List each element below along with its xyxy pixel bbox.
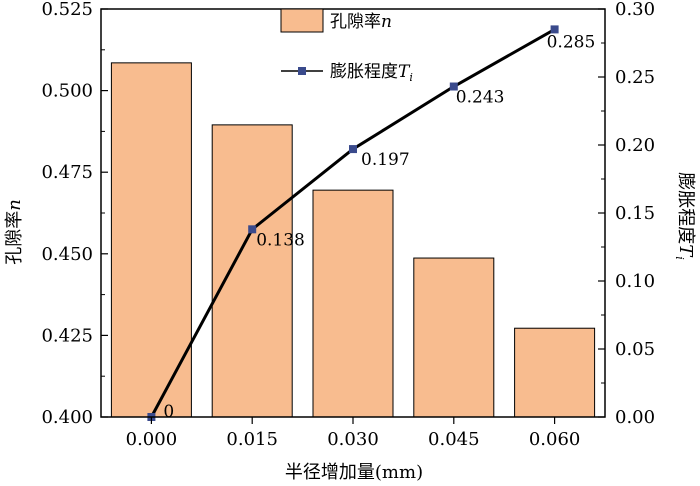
line-data-label-1: 0.138 bbox=[256, 230, 305, 250]
y-axis-right-title-main: 膨胀程度 bbox=[675, 172, 696, 244]
x-tick-label-1: 0.015 bbox=[226, 429, 278, 450]
y-axis-left-title-italic: n bbox=[4, 199, 25, 211]
y-right-tick-label-3: 0.15 bbox=[615, 203, 655, 224]
line-data-label-2: 0.197 bbox=[361, 150, 410, 170]
y-right-tick-label-1: 0.05 bbox=[615, 339, 655, 360]
y-axis-left-title-main: 孔隙率 bbox=[4, 211, 25, 265]
y-left-tick-label-2: 0.450 bbox=[41, 244, 93, 265]
bar-4 bbox=[514, 327, 596, 418]
line-marker-1 bbox=[248, 225, 257, 234]
legend-line-label-sub: i bbox=[409, 71, 413, 84]
line-layer: 0 0.138 0.197 0.243 0.285 bbox=[147, 25, 595, 422]
bar-0 bbox=[110, 62, 192, 418]
y-right-tick-label-5: 0.25 bbox=[615, 67, 655, 88]
legend-bar-label-main: 孔隙率 bbox=[330, 12, 381, 32]
bar-1 bbox=[211, 124, 293, 418]
y-left-tick-label-5: 0.525 bbox=[41, 0, 93, 20]
legend-line-label: 膨胀程度Ti bbox=[330, 62, 413, 84]
y-axis-right-title-italic: T bbox=[675, 244, 696, 258]
line-data-label-0: 0 bbox=[163, 402, 174, 422]
legend-bar-label: 孔隙率n bbox=[330, 12, 392, 32]
line-marker-2 bbox=[349, 145, 357, 154]
line-data-label-4: 0.285 bbox=[547, 32, 596, 52]
line-marker-4 bbox=[550, 25, 559, 34]
x-axis-title: 半径增加量(mm) bbox=[285, 462, 423, 483]
y-axis-left-title: 孔隙率n bbox=[4, 199, 25, 265]
y-axis-right-title: 膨胀程度Ti bbox=[673, 172, 696, 260]
legend-line-marker bbox=[298, 67, 306, 75]
legend-bar-label-italic: n bbox=[381, 12, 392, 32]
x-tick-label-2: 0.030 bbox=[327, 429, 379, 450]
bars-layer bbox=[110, 62, 596, 418]
y-axis-right-title-sub: i bbox=[673, 256, 686, 260]
axes-layer: 0.400 0.425 0.450 0.475 0.500 0.525 0.00 0.05 0.… bbox=[41, 0, 655, 450]
legend: 孔隙率n 膨胀程度Ti bbox=[280, 8, 413, 84]
y-left-tick-label-4: 0.500 bbox=[41, 81, 93, 102]
y-right-tick-label-0: 0.00 bbox=[615, 407, 655, 428]
x-tick-label-4: 0.060 bbox=[529, 429, 581, 450]
legend-bar-swatch bbox=[280, 8, 324, 33]
bar-2 bbox=[312, 189, 394, 418]
y-left-tick-label-0: 0.400 bbox=[41, 407, 93, 428]
y-right-tick-label-6: 0.30 bbox=[615, 0, 655, 20]
y-right-tick-label-2: 0.10 bbox=[615, 271, 655, 292]
y-left-tick-label-1: 0.425 bbox=[41, 325, 93, 346]
bar-3 bbox=[413, 257, 495, 418]
legend-line-label-main: 膨胀程度 bbox=[330, 62, 398, 82]
line-marker-3 bbox=[449, 82, 458, 91]
y-left-tick-label-3: 0.475 bbox=[41, 162, 93, 183]
x-tick-label-0: 0.000 bbox=[126, 429, 178, 450]
line-data-label-3: 0.243 bbox=[456, 88, 505, 108]
y-right-tick-label-4: 0.20 bbox=[615, 135, 655, 156]
legend-line-label-italic: T bbox=[398, 62, 411, 82]
x-tick-label-3: 0.045 bbox=[428, 429, 480, 450]
